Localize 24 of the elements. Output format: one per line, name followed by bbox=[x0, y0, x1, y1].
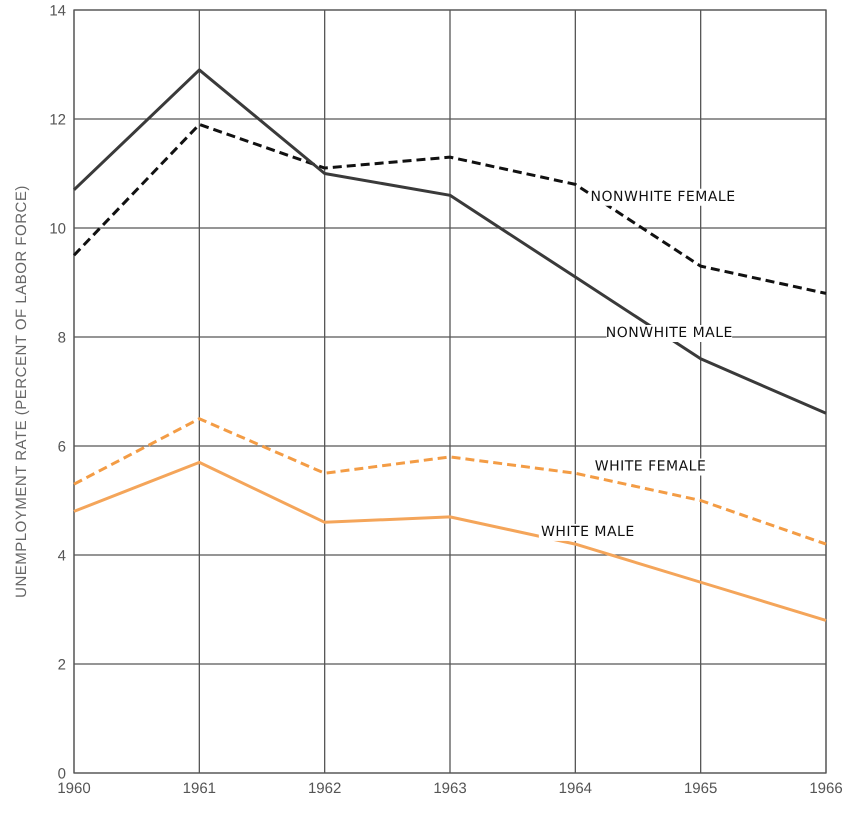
x-tick-label: 1966 bbox=[809, 780, 843, 797]
y-tick-label: 2 bbox=[58, 656, 66, 674]
y-tick-label: 12 bbox=[49, 111, 66, 128]
line-series bbox=[72, 417, 828, 546]
y-tick-label: 10 bbox=[49, 220, 66, 238]
line-series bbox=[72, 68, 828, 415]
series-label: WHITE FEMALE bbox=[594, 458, 706, 475]
series-label: NONWHITE FEMALE bbox=[590, 188, 736, 205]
x-tick-label: 1962 bbox=[308, 780, 342, 797]
y-tick-label: 0 bbox=[58, 765, 66, 782]
y-tick-label: 14 bbox=[49, 2, 66, 20]
x-tick-label: 1965 bbox=[684, 780, 718, 797]
y-tick-label: 6 bbox=[58, 438, 66, 456]
y-tick-label: 4 bbox=[58, 547, 66, 564]
x-tick-label: 1964 bbox=[558, 780, 592, 797]
x-tick-label: 1961 bbox=[182, 780, 216, 797]
line-series bbox=[72, 460, 828, 622]
series-label: WHITE MALE bbox=[541, 524, 635, 540]
x-tick-label: 1960 bbox=[57, 780, 91, 797]
line-series bbox=[72, 122, 828, 295]
y-tick-label: 8 bbox=[58, 329, 66, 346]
y-axis-title: UNEMPLOYMENT RATE (PERCENT OF LABOR FORCE) bbox=[13, 185, 30, 598]
x-tick-label: 1963 bbox=[433, 780, 467, 797]
series-label: NONWHITE MALE bbox=[606, 325, 733, 341]
